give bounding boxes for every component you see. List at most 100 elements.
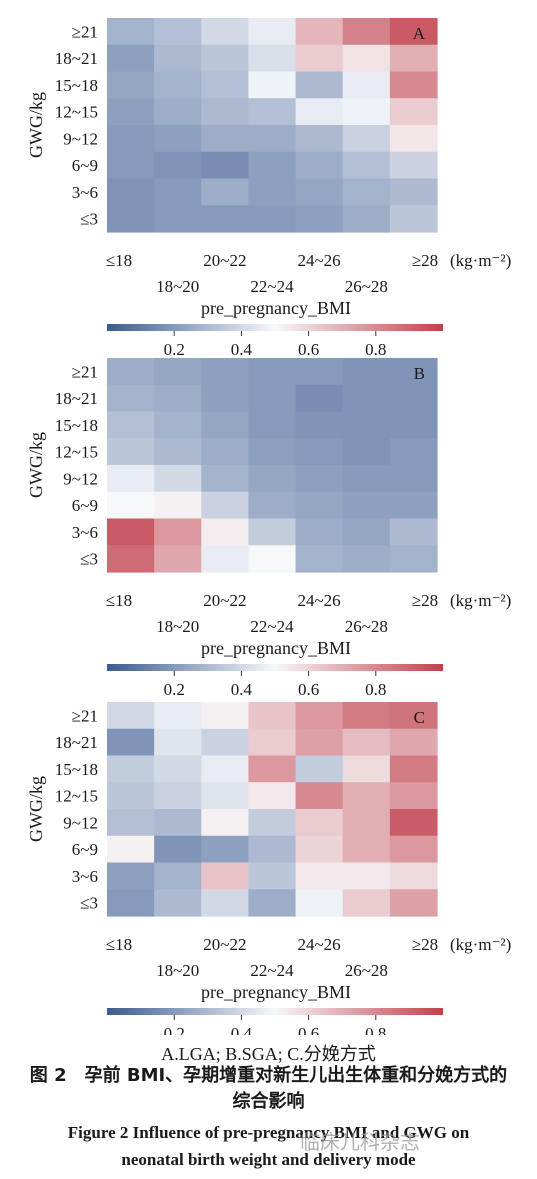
heatmap-cell	[342, 205, 391, 233]
heatmap-cell	[342, 782, 391, 810]
heatmap-cell	[154, 835, 202, 864]
y-tick-label: ≥21	[72, 362, 98, 381]
heatmap-cell	[201, 205, 250, 233]
heatmap-cell	[154, 889, 202, 917]
heatmap-cell	[295, 411, 344, 439]
heatmap-cell	[248, 702, 297, 730]
colorbar-tick-label: 0.4	[231, 340, 253, 359]
heatmap-cell	[295, 728, 344, 757]
heatmap-cell	[201, 438, 250, 466]
heatmap-cell	[295, 151, 344, 180]
heatmap-cell	[154, 782, 202, 810]
y-tick-label: 9~12	[63, 469, 98, 488]
heatmap-cell	[107, 702, 155, 730]
heatmap-cell	[248, 384, 297, 413]
y-tick-label: 12~15	[55, 787, 98, 806]
heatmap-cell	[389, 384, 438, 413]
heatmap-cell	[154, 125, 202, 153]
heatmap-cell	[389, 151, 438, 180]
heatmap-cell	[342, 125, 391, 153]
y-axis-label: GWG/kg	[26, 92, 46, 158]
heatmap-cell	[342, 702, 391, 730]
heatmap-cell	[248, 358, 297, 386]
heatmap-cell	[201, 151, 250, 180]
heatmap-cell	[389, 782, 438, 810]
heatmap-cell	[389, 889, 438, 917]
heatmap-cell	[342, 518, 391, 546]
x-axis-unit: (kg·m⁻²)	[450, 591, 511, 610]
y-tick-label: 18~21	[55, 389, 98, 408]
heatmap-cell	[295, 205, 344, 233]
colorbar-tick-label: 0.6	[298, 340, 319, 359]
y-tick-label: 9~12	[63, 129, 98, 148]
heatmap-cell	[107, 465, 155, 493]
y-tick-label: 6~9	[72, 840, 98, 859]
heatmap-cell	[201, 702, 250, 730]
heatmap-cell	[389, 491, 438, 520]
colorbar-tick-label: 0.8	[365, 1024, 386, 1035]
heatmap-cell	[389, 438, 438, 466]
heatmap-cell	[389, 358, 438, 386]
caption-zh-line1: 图 2 孕前 BMI、孕期增重对新生儿出生体重和分娩方式的	[29, 1065, 508, 1086]
x-tick-label: 26~28	[345, 277, 388, 296]
heatmap-cell	[107, 18, 155, 46]
x-tick-label: ≥28	[412, 591, 438, 610]
heatmap-cell	[107, 835, 155, 864]
heatmap-cell	[201, 384, 250, 413]
heatmap-cell	[107, 98, 155, 126]
heatmap-cell	[342, 728, 391, 757]
heatmap-cell	[107, 545, 155, 573]
heatmap-cell	[248, 465, 297, 493]
x-tick-label: 24~26	[297, 935, 340, 954]
colorbar	[107, 1008, 443, 1015]
heatmap-cell	[154, 411, 202, 439]
heatmap-cell	[342, 491, 391, 520]
heatmap-cell	[248, 178, 297, 206]
heatmap-cell	[248, 71, 297, 99]
y-tick-label: 3~6	[72, 183, 98, 202]
heatmap-cell	[201, 358, 250, 386]
heatmap-cell	[107, 755, 155, 783]
heatmap-cell	[342, 98, 391, 126]
heatmap-cell	[248, 44, 297, 73]
caption-en-line1: Figure 2 Influence of pre-pregnancy BMI …	[67, 1123, 470, 1142]
heatmap-cell	[389, 205, 438, 233]
heatmap-cell	[154, 384, 202, 413]
heatmap-cell	[342, 465, 391, 493]
x-tick-label: 18~20	[156, 961, 199, 980]
heatmap-cell	[295, 518, 344, 546]
watermark-text: 临床儿科杂志	[300, 1130, 420, 1154]
heatmap-cell	[201, 889, 250, 917]
colorbar-tick-label: 0.2	[164, 340, 185, 359]
x-tick-label: ≤18	[106, 591, 132, 610]
heatmap-cell	[154, 178, 202, 206]
heatmap-cell	[295, 178, 344, 206]
heatmap-cell	[201, 835, 250, 864]
y-tick-label: 12~15	[55, 103, 98, 122]
heatmap-cell	[295, 755, 344, 783]
heatmap-cell	[248, 889, 297, 917]
heatmap-cell	[201, 518, 250, 546]
heatmap-cell	[342, 889, 391, 917]
heatmap-cell	[342, 862, 391, 890]
heatmap-cell	[154, 491, 202, 520]
heatmap-cell	[389, 18, 438, 46]
x-tick-label: 20~22	[203, 251, 246, 270]
colorbar-tick-label: 0.8	[365, 340, 386, 359]
colorbar-tick-label: 0.2	[164, 680, 185, 699]
heatmap-cell	[201, 178, 250, 206]
heatmap-cell	[248, 518, 297, 546]
heatmap-cell	[201, 862, 250, 890]
x-tick-label: 18~20	[156, 617, 199, 636]
heatmap-cell	[389, 809, 438, 837]
heatmap-cell	[295, 702, 344, 730]
heatmap-cell	[342, 384, 391, 413]
heatmap-cell	[295, 465, 344, 493]
x-axis-label: pre_pregnancy_BMI	[201, 982, 351, 1002]
heatmap-cell	[295, 18, 344, 46]
x-tick-label: 22~24	[250, 617, 294, 636]
heatmap-cell	[201, 44, 250, 73]
colorbar-tick-label: 0.4	[231, 680, 253, 699]
heatmap-cell	[201, 98, 250, 126]
heatmap-cell	[154, 71, 202, 99]
